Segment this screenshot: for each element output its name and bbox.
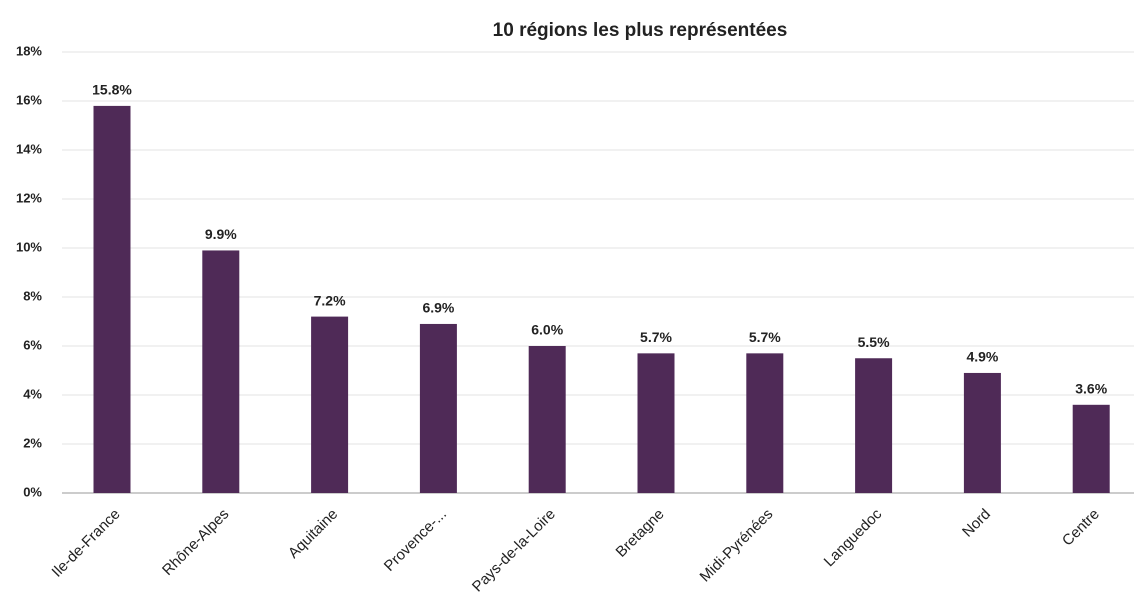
- bar: [1072, 404, 1110, 493]
- value-label: 4.9%: [966, 349, 998, 365]
- value-label: 5.5%: [858, 334, 890, 350]
- bar: [311, 316, 349, 493]
- y-tick-label: 2%: [23, 435, 42, 450]
- x-tick-label: Bretagne: [613, 506, 668, 561]
- bar: [93, 105, 131, 494]
- y-tick-label: 6%: [23, 337, 42, 352]
- y-tick-label: 10%: [16, 239, 42, 254]
- bar: [202, 250, 240, 493]
- value-label: 15.8%: [92, 82, 132, 98]
- value-label: 3.6%: [1075, 381, 1107, 397]
- x-tick-label: Ile-de-France: [49, 506, 124, 581]
- value-label: 5.7%: [640, 329, 672, 345]
- y-tick-label: 16%: [16, 92, 42, 107]
- x-tick-label: Midi-Pyrénées: [697, 506, 777, 586]
- bar: [419, 323, 457, 493]
- value-label: 9.9%: [205, 226, 237, 242]
- x-tick-label: Centre: [1059, 506, 1103, 550]
- bar: [855, 358, 893, 493]
- x-tick-label: Provence-...: [381, 506, 450, 575]
- x-tick-label: Pays-de-la-Loire: [469, 506, 559, 596]
- y-tick-label: 12%: [16, 190, 42, 205]
- x-tick-label: Rhône-Alpes: [159, 506, 232, 579]
- x-tick-label: Languedoc: [821, 505, 886, 570]
- bar: [637, 353, 675, 493]
- x-tick-label: Nord: [959, 506, 994, 541]
- bar: [963, 372, 1001, 493]
- bar: [528, 346, 566, 493]
- value-label: 6.9%: [422, 300, 454, 316]
- y-tick-label: 8%: [23, 288, 42, 303]
- y-tick-label: 0%: [23, 484, 42, 499]
- x-tick-label: Aquitaine: [285, 506, 341, 562]
- value-label: 7.2%: [314, 292, 346, 308]
- value-label: 5.7%: [749, 329, 781, 345]
- y-tick-label: 18%: [16, 43, 42, 58]
- chart-title: 10 régions les plus représentées: [493, 20, 788, 41]
- y-tick-label: 14%: [16, 141, 42, 156]
- value-label: 6.0%: [531, 322, 563, 338]
- y-tick-label: 4%: [23, 386, 42, 401]
- bar: [746, 353, 784, 493]
